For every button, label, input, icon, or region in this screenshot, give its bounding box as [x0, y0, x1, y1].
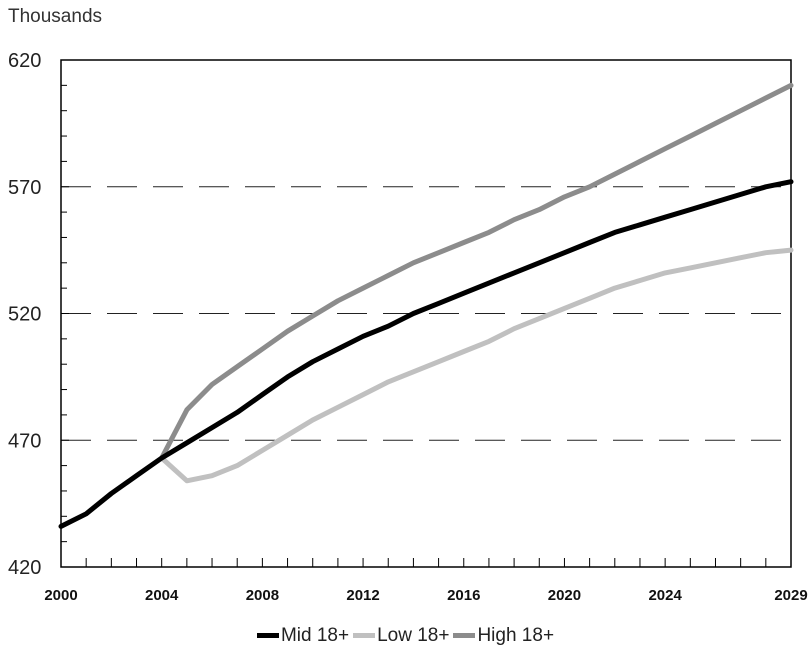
y-tick-label-620: 620	[8, 50, 41, 72]
grid-lines	[61, 186, 791, 441]
x-tick-label-2012: 2012	[346, 587, 379, 604]
x-tick-label-2016: 2016	[447, 587, 480, 604]
tick-labels: 420 470 520 570 620 2000 2004 2008 2012 2016 2020 2…	[8, 50, 808, 604]
legend-label-high-18: High 18+	[477, 624, 555, 646]
legend-label-low-18: Low 18+	[377, 624, 450, 646]
legend-swatch-low-18	[353, 633, 376, 638]
legend-item-high-18: High 18+	[453, 625, 554, 647]
y-tick-label-420: 420	[8, 557, 41, 579]
series-line-mid-18	[58, 179, 794, 529]
x-tick-label-2024: 2024	[648, 587, 682, 604]
x-tick-label-2000: 2000	[44, 587, 77, 604]
series-lines	[58, 82, 794, 529]
y-tick-label-470: 470	[8, 430, 41, 452]
x-tick-label-2004: 2004	[145, 587, 179, 604]
y-tick-label-570: 570	[8, 177, 41, 199]
series-line-low-18	[159, 247, 794, 484]
y-unit-label: Thousands	[8, 6, 103, 27]
line-chart: 420 470 520 570 620 2000 2004 2008 2012 2016 2020 2…	[8, 50, 808, 604]
legend-label-mid-18: Mid 18+	[280, 624, 350, 646]
series-line-high-18	[159, 82, 794, 461]
legend-swatch-mid-18	[256, 633, 279, 638]
legend-swatch-high-18	[453, 633, 476, 638]
legend-item-mid-18: Mid 18+	[256, 624, 350, 647]
legend: Mid 18+ Low 18+ High 18+	[0, 622, 811, 647]
x-tick-label-2008: 2008	[246, 587, 279, 604]
legend-item-low-18: Low 18+	[353, 625, 449, 647]
y-tick-label-520: 520	[8, 304, 41, 326]
axes	[60, 59, 792, 568]
x-tick-label-2020: 2020	[548, 587, 581, 604]
x-tick-label-2029: 2029	[774, 587, 807, 604]
